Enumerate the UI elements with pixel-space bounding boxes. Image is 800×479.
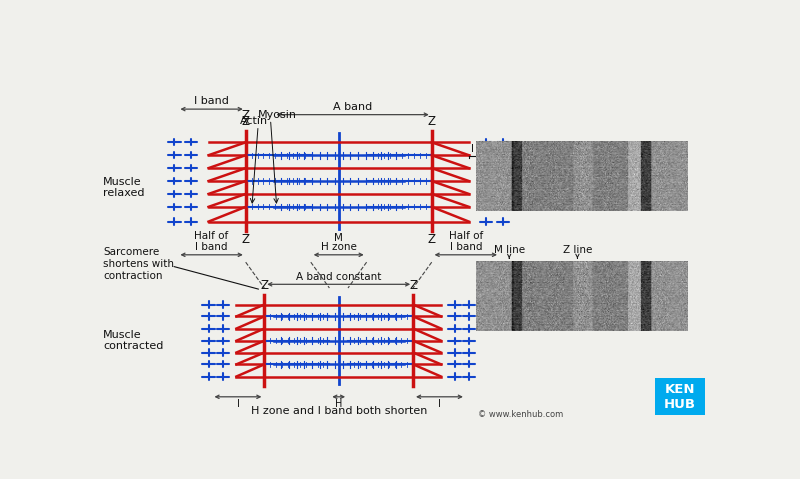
Text: H zone: H zone: [321, 242, 357, 252]
Text: A band: A band: [525, 145, 562, 155]
Text: H: H: [335, 399, 342, 409]
Text: Z: Z: [428, 115, 436, 128]
Text: M: M: [334, 233, 343, 243]
Text: M line: M line: [494, 245, 525, 255]
Text: Z line: Z line: [562, 245, 592, 255]
Text: H zone and I band both shorten: H zone and I band both shorten: [250, 406, 427, 416]
Text: © www.kenhub.com: © www.kenhub.com: [478, 410, 563, 419]
Text: Half of
I band: Half of I band: [194, 230, 229, 252]
Text: Z line: Z line: [618, 145, 648, 155]
Text: Z: Z: [242, 115, 250, 128]
Text: I: I: [237, 399, 239, 409]
Text: I band: I band: [471, 145, 504, 155]
Text: KEN
HUB: KEN HUB: [664, 383, 696, 411]
Text: Half of
I band: Half of I band: [449, 230, 483, 252]
Text: A band constant: A band constant: [296, 272, 382, 282]
Text: Sarcomere
shortens with
contraction: Sarcomere shortens with contraction: [103, 248, 174, 281]
Text: Muscle
relaxed: Muscle relaxed: [103, 177, 145, 198]
Text: I: I: [438, 399, 441, 409]
Text: Z: Z: [260, 279, 268, 292]
Text: Actin: Actin: [239, 116, 268, 125]
Text: A band: A band: [333, 102, 372, 112]
Text: Z: Z: [428, 233, 436, 246]
Text: Muscle
contracted: Muscle contracted: [103, 330, 163, 352]
Text: Z: Z: [409, 279, 417, 292]
Text: I band: I band: [194, 96, 229, 106]
Text: Z: Z: [242, 233, 250, 246]
Text: Myosin: Myosin: [258, 110, 297, 120]
FancyBboxPatch shape: [655, 378, 705, 415]
Text: Z: Z: [242, 109, 250, 122]
